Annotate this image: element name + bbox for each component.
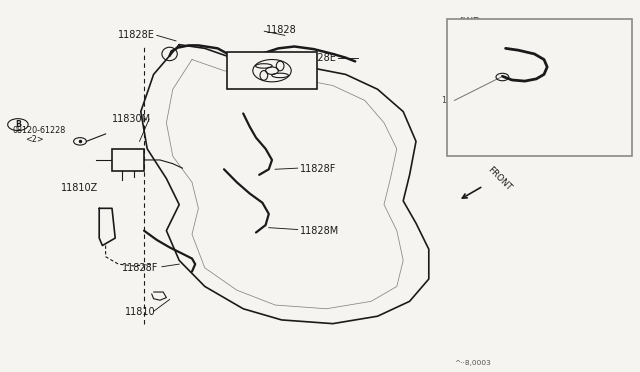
Text: 11828: 11828 (266, 25, 296, 35)
FancyBboxPatch shape (227, 52, 317, 89)
Text: 11810Z: 11810Z (61, 183, 98, 193)
Text: 11830M: 11830M (112, 114, 151, 124)
Text: 11828F: 11828F (300, 164, 336, 174)
Bar (447, 19, 632, 156)
Text: <2>: <2> (26, 135, 44, 144)
Text: 11828M: 11828M (300, 226, 339, 235)
Text: FRONT: FRONT (486, 165, 513, 192)
Text: 11828E: 11828E (118, 31, 156, 40)
Text: 4WD: 4WD (458, 17, 481, 27)
Text: ^··8,0003: ^··8,0003 (454, 360, 491, 366)
Polygon shape (141, 45, 429, 324)
Text: 11810: 11810 (125, 308, 156, 317)
Text: 08120-61228: 08120-61228 (13, 126, 66, 135)
Text: 11828: 11828 (442, 96, 467, 105)
Text: B: B (15, 120, 21, 129)
Text: 11828F: 11828F (122, 263, 158, 273)
Polygon shape (99, 208, 115, 246)
Text: 11828E: 11828E (300, 53, 337, 62)
FancyBboxPatch shape (112, 149, 144, 171)
